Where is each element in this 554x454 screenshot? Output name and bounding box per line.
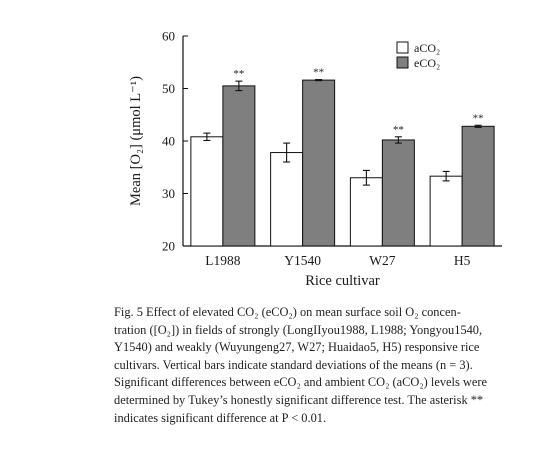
x-tick-label: Y1540: [284, 253, 321, 268]
bar-eco2: [461, 125, 495, 247]
legend-label-aco2: aCO₂: [414, 41, 440, 55]
caption-line: Fig. 5 Effect of elevated CO₂ (eCO₂) on …: [114, 305, 461, 319]
x-tick-label: W27: [369, 253, 395, 268]
caption-line: Y1540) and weakly (Wuyungeng27, W27; Hua…: [114, 340, 480, 355]
error-bars: [203, 79, 482, 186]
y-tick-label: 50: [162, 81, 175, 96]
y-tick-label: 40: [162, 134, 175, 149]
caption-line: cultivars. Vertical bars indicate standa…: [114, 357, 473, 372]
x-axis-title: Rice cultivar: [305, 273, 380, 289]
bar-aco2: [349, 177, 383, 247]
chart-bars: [190, 79, 495, 247]
caption-line: tration ([O₂]) in fields of strongly (Lo…: [114, 322, 483, 337]
y-tick-label: 60: [162, 29, 175, 44]
y-tick-label: 30: [162, 186, 175, 201]
x-tick-label: H5: [454, 253, 471, 268]
chart-labels: ** L1988 ** Y1540 ** W27 ** H5 Rice cultivar Mean…: [128, 67, 484, 289]
y-axis-ticks: 20 30 40 50 60: [162, 29, 188, 254]
bar-aco2: [190, 136, 224, 247]
caption-line: indicates significant difference at P < …: [114, 410, 327, 425]
bar-eco2: [381, 139, 415, 247]
x-tick-label: L1988: [205, 253, 240, 268]
significance-mark: **: [313, 67, 324, 79]
legend-swatch-eco2: [396, 56, 409, 69]
bar-eco2: [302, 79, 336, 247]
bar-chart: 20 30 40 50 60 ** L1988 ** Y1540 ** W27 ** H5 Rice c…: [128, 29, 502, 289]
bar-aco2: [429, 175, 463, 247]
bar-eco2: [222, 85, 256, 247]
caption-line: determined by Tukey’s honestly significa…: [114, 392, 484, 407]
y-axis-title: Mean [O₂] (μmol L⁻¹): [128, 76, 144, 206]
significance-mark: **: [233, 68, 244, 80]
bar-aco2: [270, 152, 304, 247]
figure-caption: Fig. 5 Effect of elevated CO₂ (eCO₂) on …: [114, 304, 546, 427]
y-tick-label: 20: [162, 239, 175, 254]
significance-mark: **: [393, 124, 404, 136]
legend-swatch-aco2: [396, 41, 409, 54]
caption-line: Significant differences between eCO₂ and…: [114, 375, 487, 390]
legend-label-eco2: eCO₂: [414, 56, 440, 70]
significance-mark: **: [473, 112, 484, 124]
